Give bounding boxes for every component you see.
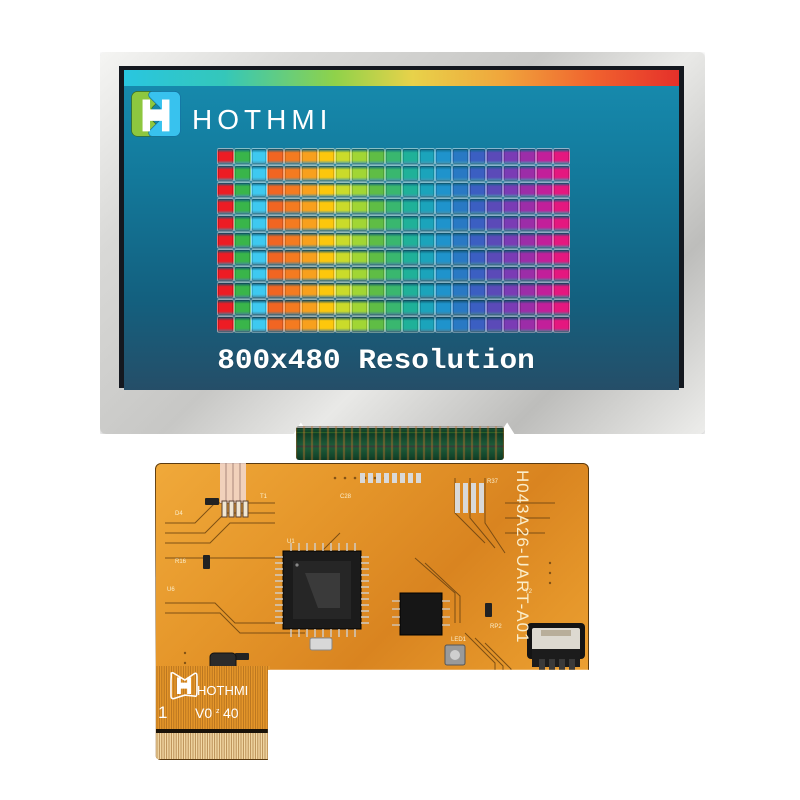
svg-text:1: 1 [158,703,167,722]
svg-text:D4: D4 [175,511,183,517]
svg-text:V0: V0 [195,705,212,721]
svg-text:U6: U6 [167,587,175,593]
svg-text:LED1: LED1 [451,637,467,643]
svg-text:C1E: C1E [540,684,552,690]
svg-text:C28: C28 [340,494,352,500]
svg-text:40: 40 [223,705,239,721]
svg-text:R16: R16 [175,559,187,565]
svg-text:RP2: RP2 [490,624,502,630]
svg-text:T1: T1 [260,494,268,500]
svg-text:H043A26-UART-A01: H043A26-UART-A01 [513,470,532,644]
svg-text:D21: D21 [370,711,382,717]
svg-text:R21: R21 [407,711,419,717]
svg-text:U1: U1 [287,539,295,545]
svg-text:HOTHMI: HOTHMI [197,683,248,698]
svg-text:z: z [216,708,220,715]
svg-text:R37: R37 [487,479,499,485]
